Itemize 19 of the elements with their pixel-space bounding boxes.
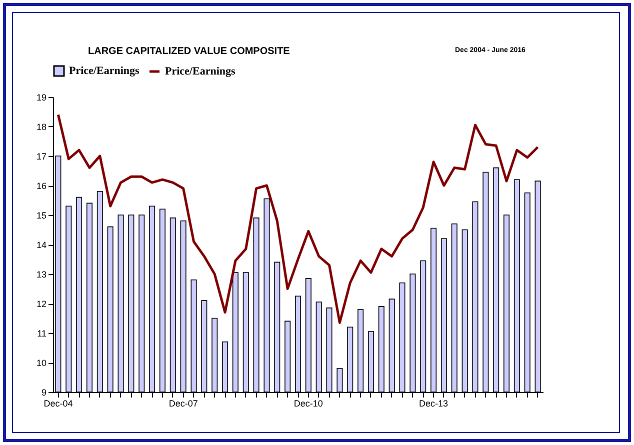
y-tick-label: 13 [36,270,46,280]
y-tick-label: 10 [36,358,46,368]
legend-label: Price/Earnings [165,66,236,78]
y-tick-label: 14 [36,240,46,250]
y-tick-label: 15 [36,210,46,220]
x-tick-label: Dec-04 [44,398,73,408]
y-tick-label: 16 [36,181,46,191]
x-tick-label: Dec-13 [419,398,448,408]
x-tick-label: Dec-10 [294,398,323,408]
line-series [56,113,540,324]
y-tick-label: 9 [41,388,46,398]
y-tick-label: 19 [36,92,46,102]
chart-title: LARGE CAPITALIZED VALUE COMPOSITE [88,46,290,57]
y-tick-label: 12 [36,299,46,309]
y-tick-label: 18 [36,122,46,132]
y-tick-label: 17 [36,152,46,162]
x-tick-label: Dec-07 [168,398,198,408]
y-tick-label: 11 [37,328,46,338]
legend-label: Price/Earnings [69,65,140,77]
